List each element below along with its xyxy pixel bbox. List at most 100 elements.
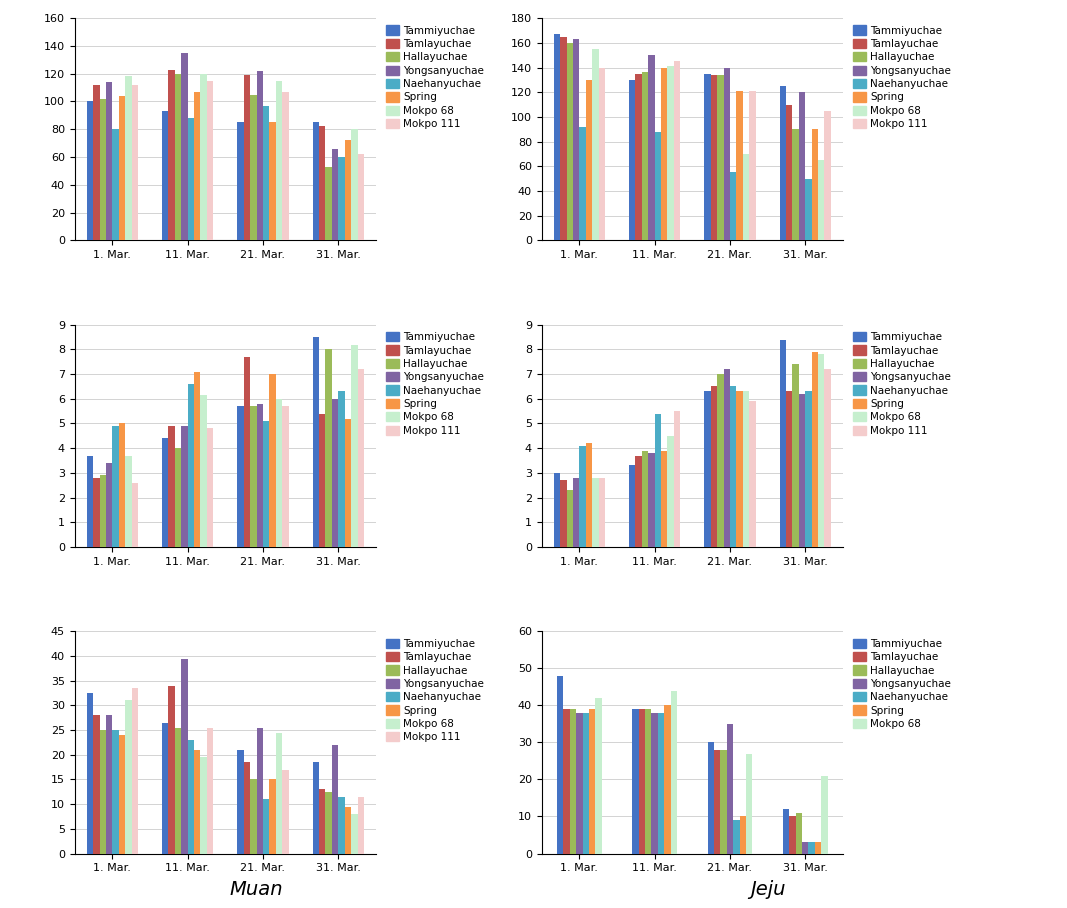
Bar [812,129,818,241]
Legend: Tammiyuchae, Tamlayuchae, Hallayuchae, Yongsanyuchae, Naehanyuchae, Spring, Mokp: Tammiyuchae, Tamlayuchae, Hallayuchae, Y… [851,637,953,731]
Bar [746,754,752,854]
Bar [589,709,595,854]
Bar [749,401,755,547]
Bar [554,35,560,241]
Bar [646,709,652,854]
Bar [313,123,319,241]
Bar [325,350,332,547]
Bar [557,676,563,854]
Bar [118,96,125,241]
Bar [175,74,181,241]
Bar [674,411,681,547]
Bar [338,796,345,854]
Bar [790,816,796,854]
Bar [652,713,658,854]
Bar [649,453,655,547]
Bar [351,814,357,854]
Bar [106,716,112,854]
Bar [207,81,213,241]
Bar [357,796,364,854]
Bar [256,404,262,547]
Bar [639,709,646,854]
Bar [662,67,668,241]
Bar [125,456,131,547]
Bar [86,456,93,547]
Bar [671,691,678,854]
Bar [809,843,815,854]
Bar [332,149,338,241]
Bar [357,154,364,241]
Bar [665,706,671,854]
Bar [796,813,802,854]
Bar [749,91,755,241]
Bar [658,713,665,854]
Bar [783,809,790,854]
Bar [131,688,138,854]
Bar [262,799,269,854]
Bar [743,391,749,547]
Bar [825,370,831,547]
Bar [319,789,325,854]
Bar [704,74,711,241]
Bar [799,93,806,241]
Legend: Tammiyuchae, Tamlayuchae, Hallayuchae, Yongsanyuchae, Naehanyuchae, Spring, Mokp: Tammiyuchae, Tamlayuchae, Hallayuchae, Y… [384,24,485,132]
Bar [717,374,723,547]
Bar [93,478,99,547]
Bar [704,391,711,547]
Legend: Tammiyuchae, Tamlayuchae, Hallayuchae, Yongsanyuchae, Naehanyuchae, Spring, Mokp: Tammiyuchae, Tamlayuchae, Hallayuchae, Y… [851,24,953,132]
Bar [573,478,579,547]
Bar [633,709,639,854]
Bar [319,414,325,547]
Bar [338,157,345,241]
Bar [668,66,674,241]
Bar [345,419,351,547]
Bar [579,446,586,547]
Bar [201,74,207,241]
Bar [319,126,325,241]
Bar [86,102,93,241]
Bar [570,709,576,854]
Bar [162,439,169,547]
Bar [573,39,579,241]
Bar [793,364,799,547]
Bar [275,399,282,547]
Bar [655,414,662,547]
Bar [262,105,269,241]
Bar [636,456,642,547]
Bar [711,75,717,241]
Bar [325,792,332,854]
Bar [717,75,723,241]
Bar [799,394,806,547]
Bar [250,406,256,547]
Bar [112,129,118,241]
Bar [583,713,589,854]
Bar [112,730,118,854]
Bar [599,478,605,547]
Bar [599,67,605,241]
Bar [332,745,338,854]
Bar [282,770,288,854]
Bar [162,111,169,241]
Bar [630,80,636,241]
Bar [169,686,175,854]
Bar [595,698,602,854]
Bar [175,449,181,547]
Legend: Tammiyuchae, Tamlayuchae, Hallayuchae, Yongsanyuchae, Naehanyuchae, Spring, Mokp: Tammiyuchae, Tamlayuchae, Hallayuchae, Y… [851,330,953,438]
Bar [806,179,812,241]
Bar [586,443,592,547]
Bar [282,406,288,547]
Bar [662,450,668,547]
Bar [567,490,573,547]
Bar [642,450,649,547]
Bar [743,154,749,241]
Bar [188,740,194,854]
Bar [99,730,106,854]
Bar [579,127,586,241]
Bar [169,70,175,241]
Bar [592,478,599,547]
Bar [793,129,799,241]
Legend: Tammiyuchae, Tamlayuchae, Hallayuchae, Yongsanyuchae, Naehanyuchae, Spring, Mokp: Tammiyuchae, Tamlayuchae, Hallayuchae, Y… [384,330,485,438]
Bar [269,374,275,547]
Bar [237,123,243,241]
Bar [106,82,112,241]
